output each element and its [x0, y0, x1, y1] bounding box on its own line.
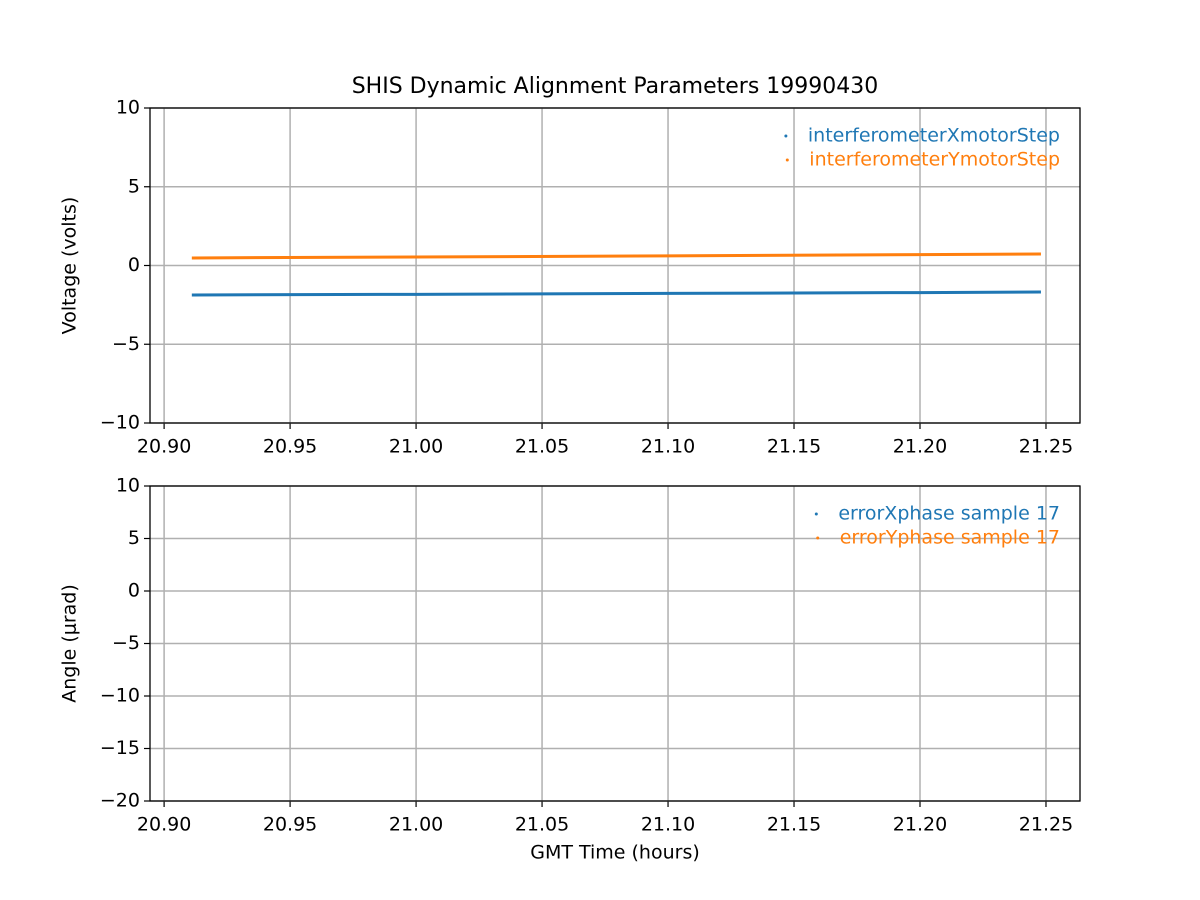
- legend-marker: [785, 158, 789, 162]
- y-tick-label: 0: [128, 254, 140, 276]
- x-tick-label: 21.15: [767, 436, 821, 458]
- y-tick-label: −5: [112, 333, 140, 355]
- legend-marker: [814, 512, 818, 516]
- y-tick-label: 5: [128, 175, 140, 197]
- y-axis-label: Angle (μrad): [59, 584, 81, 703]
- y-tick-label: 5: [128, 527, 140, 549]
- x-tick-label: 21.00: [389, 814, 443, 836]
- x-tick-label: 21.00: [389, 436, 443, 458]
- legend-marker: [816, 536, 820, 540]
- legend-label: errorXphase sample 17: [838, 503, 1060, 525]
- x-tick-label: 21.20: [893, 814, 947, 836]
- data-line: [191, 252, 1041, 260]
- y-tick-label: 0: [128, 580, 140, 602]
- y-tick-label: −10: [100, 412, 140, 434]
- x-tick-label: 21.25: [1019, 436, 1073, 458]
- chart-title: SHIS Dynamic Alignment Parameters 199904…: [352, 74, 879, 99]
- x-tick-label: 21.10: [641, 814, 695, 836]
- axes-frame: [149, 107, 1081, 424]
- x-axis-label: GMT Time (hours): [530, 842, 700, 864]
- x-tick-label: 20.90: [137, 436, 191, 458]
- x-tick-label: 21.05: [515, 814, 569, 836]
- x-tick-label: 21.20: [893, 436, 947, 458]
- y-tick-label: −5: [112, 632, 140, 654]
- x-tick-label: 21.15: [767, 814, 821, 836]
- x-tick-label: 20.95: [263, 814, 317, 836]
- x-tick-label: 20.95: [263, 436, 317, 458]
- legend-label: interferometerYmotorStep: [809, 149, 1060, 171]
- y-axis-label: Voltage (volts): [59, 197, 81, 335]
- y-tick-label: 10: [116, 97, 140, 119]
- x-tick-label: 21.10: [641, 436, 695, 458]
- data-line: [191, 290, 1041, 297]
- x-tick-label: 21.25: [1019, 814, 1073, 836]
- x-tick-label: 21.05: [515, 436, 569, 458]
- axes-frame: [149, 485, 1081, 802]
- legend-label: interferometerXmotorStep: [808, 125, 1060, 147]
- legend-marker: [784, 134, 788, 138]
- y-tick-label: −10: [100, 685, 140, 707]
- y-tick-label: 10: [116, 475, 140, 497]
- x-tick-label: 20.90: [137, 814, 191, 836]
- legend-label: errorYphase sample 17: [840, 527, 1060, 549]
- y-tick-label: −15: [100, 737, 140, 759]
- y-tick-label: −20: [100, 790, 140, 812]
